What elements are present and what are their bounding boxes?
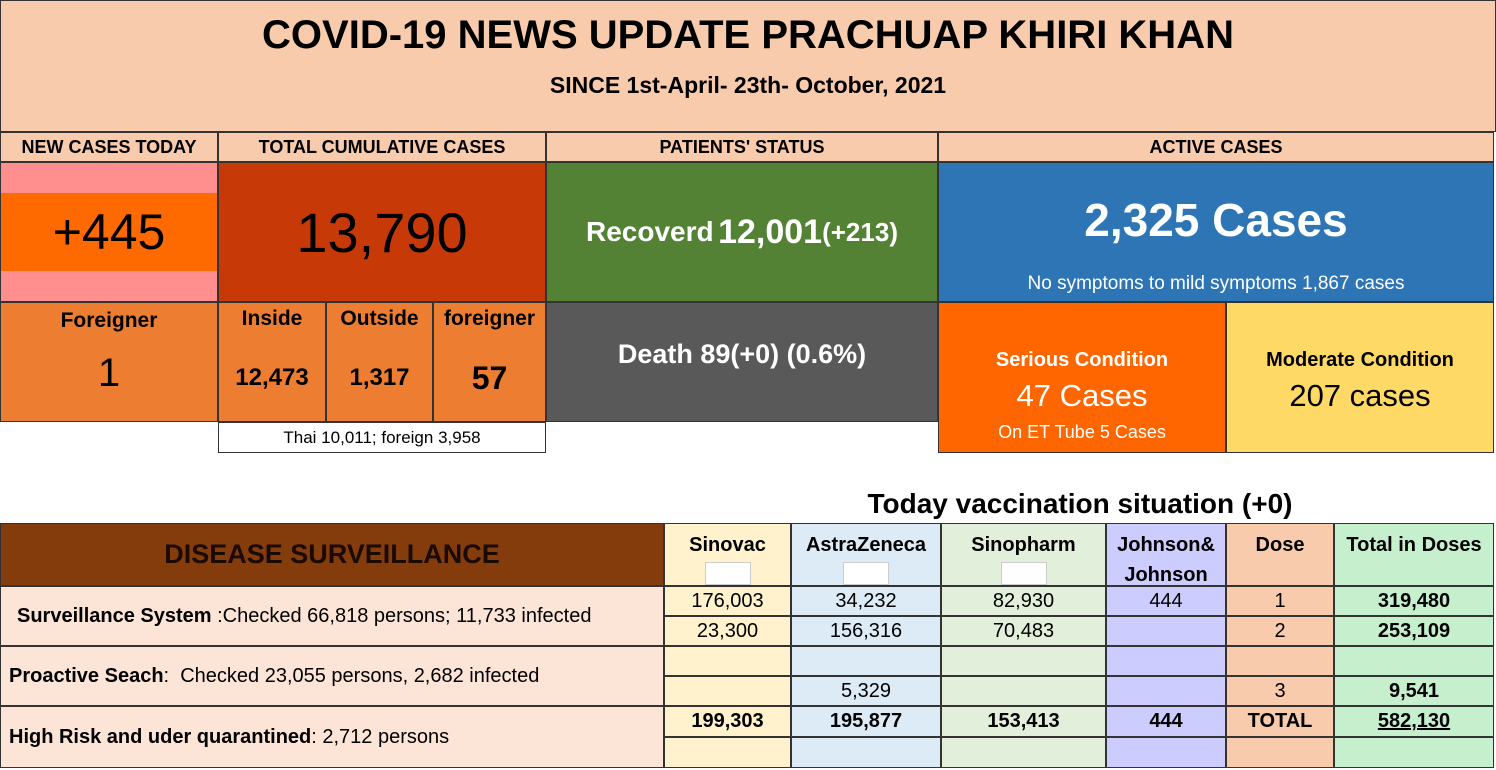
breakdown-label: Outside xyxy=(340,307,419,330)
table-cell xyxy=(941,737,1106,768)
table-cell: 444 xyxy=(1106,586,1226,616)
table-cell: 5,329 xyxy=(791,676,941,706)
subtitle: SINCE 1st-April- 23th- October, 2021 xyxy=(549,72,947,98)
table-cell xyxy=(1334,737,1494,768)
breakdown-cell xyxy=(218,302,326,422)
table-cell xyxy=(1106,737,1226,768)
serious-note: On ET Tube 5 Cases xyxy=(998,422,1166,442)
active-mild: No symptoms to mild symptoms 1,867 cases xyxy=(1027,273,1405,294)
table-cell: 1 xyxy=(1226,586,1334,616)
section-label: PATIENTS' STATUS xyxy=(546,132,938,162)
title: COVID-19 NEWS UPDATE PRACHUAP KHIRI KHAN xyxy=(262,13,1234,57)
table-cell: 176,003 xyxy=(664,586,791,616)
table-cell xyxy=(1106,676,1226,706)
recovered-change: (+213) xyxy=(822,216,898,247)
table-cell: 2 xyxy=(1226,616,1334,646)
table-cell: 156,316 xyxy=(791,616,941,646)
table-cell xyxy=(1226,737,1334,768)
surveillance-label: Proactive Seach xyxy=(9,664,164,687)
active-box: 2,325 Cases No symptoms to mild symptoms… xyxy=(938,162,1494,302)
section-label: TOTAL CUMULATIVE CASES xyxy=(218,132,546,162)
section-label: NEW CASES TODAY xyxy=(0,132,218,162)
table-cell xyxy=(1334,646,1494,676)
surveillance-title: DISEASE SURVEILLANCE xyxy=(0,523,664,586)
moderate-label: Moderate Condition xyxy=(1266,349,1454,371)
table-cell xyxy=(664,646,791,676)
column-header: Dose xyxy=(1226,523,1334,586)
breakdown-label: Inside xyxy=(241,307,303,330)
table-cell xyxy=(1106,616,1226,646)
table-cell xyxy=(1226,646,1334,676)
table-cell: 34,232 xyxy=(791,586,941,616)
table-cell: 23,300 xyxy=(664,616,791,646)
recovered: Recoverd 12,001 (+213) xyxy=(546,162,938,302)
surveillance-label: High Risk and uder quarantined xyxy=(9,725,312,748)
surveillance-text: : Checked 23,055 persons, 2,682 infected xyxy=(163,664,540,687)
table-cell: 253,109 xyxy=(1334,616,1494,646)
breakdown-cell xyxy=(433,302,546,422)
table-cell xyxy=(791,646,941,676)
surveillance-text: : 2,712 persons xyxy=(311,725,450,748)
column-header: Johnson& Johnson xyxy=(1106,523,1226,586)
breakdown-value: 12,473 xyxy=(235,364,309,391)
foreigner-label: Foreigner xyxy=(60,309,158,332)
foreigner-value: 1 xyxy=(97,351,121,395)
vaccine-logo xyxy=(1000,562,1047,585)
breakdown-value: 1,317 xyxy=(349,364,410,391)
breakdown-value: 57 xyxy=(471,359,508,396)
table-cell: TOTAL xyxy=(1226,706,1334,737)
moderate-value: 207 cases xyxy=(1289,378,1431,413)
table-cell: 582,130 xyxy=(1334,706,1494,737)
table-cell: 444 xyxy=(1106,706,1226,737)
vaccination-title: Today vaccination situation (+0) xyxy=(867,488,1293,519)
foreigner-box: Foreigner 1 xyxy=(0,302,218,422)
table-cell xyxy=(664,737,791,768)
table-cell: 319,480 xyxy=(1334,586,1494,616)
column-header: Sinopharm xyxy=(941,523,1106,586)
recovered-label: Recoverd xyxy=(586,216,714,247)
table-cell: 70,483 xyxy=(941,616,1106,646)
table-cell xyxy=(941,646,1106,676)
vaccine-logo xyxy=(704,562,751,585)
moderate-box: Moderate Condition 207 cases xyxy=(1226,302,1494,453)
death: Death 89(+0) (0.6%) xyxy=(546,302,938,422)
active-value: 2,325 Cases xyxy=(1084,194,1348,246)
serious-box: Serious Condition 47 Cases On ET Tube 5 … xyxy=(938,302,1226,453)
surveillance-row: Proactive Seach: Checked 23,055 persons,… xyxy=(0,646,664,706)
header: COVID-19 NEWS UPDATE PRACHUAP KHIRI KHAN… xyxy=(0,0,1496,132)
table-cell: 195,877 xyxy=(791,706,941,737)
table-cell: 9,541 xyxy=(1334,676,1494,706)
table-cell xyxy=(791,737,941,768)
table-cell: 82,930 xyxy=(941,586,1106,616)
breakdown-label: foreigner xyxy=(443,307,535,330)
column-header: AstraZeneca xyxy=(791,523,941,586)
surveillance-row: Surveillance System :Checked 66,818 pers… xyxy=(0,586,664,646)
total-note: Thai 10,011; foreign 3,958 xyxy=(218,422,546,453)
breakdown-cell xyxy=(326,302,433,422)
recovered-value: 12,001 xyxy=(718,212,823,251)
surveillance-row: High Risk and uder quarantined: 2,712 pe… xyxy=(0,706,664,768)
vaccine-logo xyxy=(843,562,889,585)
table-cell: 3 xyxy=(1226,676,1334,706)
total-value: 13,790 xyxy=(218,162,546,302)
table-cell xyxy=(1106,646,1226,676)
column-header: Sinovac xyxy=(664,523,791,586)
column-header: Total in Doses xyxy=(1334,523,1494,586)
new-cases-box: +445 xyxy=(0,162,218,302)
serious-label: Serious Condition xyxy=(995,349,1169,371)
surveillance-label: Surveillance System xyxy=(17,604,212,627)
new-cases-value: +445 xyxy=(1,193,217,271)
table-cell xyxy=(941,676,1106,706)
serious-value: 47 Cases xyxy=(1016,378,1148,413)
section-label: ACTIVE CASES xyxy=(938,132,1494,162)
surveillance-text: :Checked 66,818 persons; 11,733 infected xyxy=(211,604,592,627)
table-cell xyxy=(664,676,791,706)
table-cell: 153,413 xyxy=(941,706,1106,737)
table-cell: 199,303 xyxy=(664,706,791,737)
